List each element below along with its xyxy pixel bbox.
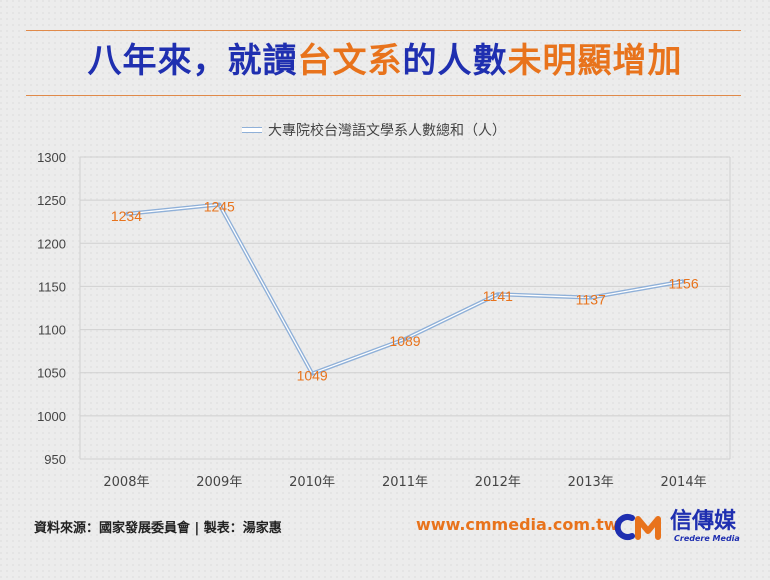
x-tick-label: 2010年	[289, 475, 335, 490]
legend-swatch	[242, 127, 262, 133]
title-part-1: 八年來，就讀	[87, 41, 298, 81]
y-tick-label: 1050	[37, 366, 66, 381]
y-tick-label: 1000	[37, 409, 66, 424]
logo-subtitle: Credere Media	[674, 534, 740, 543]
data-point	[124, 212, 128, 216]
y-tick-label: 1300	[37, 150, 66, 165]
data-label: 1234	[111, 208, 142, 224]
y-tick-label: 1100	[38, 323, 66, 338]
source-credit: 資料來源：國家發展委員會 | 製表：湯家惠	[34, 521, 282, 536]
bottom-divider	[26, 95, 741, 96]
x-tick-label: 2011年	[382, 475, 428, 490]
data-point	[682, 279, 686, 283]
x-tick-label: 2013年	[568, 475, 614, 490]
page-title: 八年來，就讀台文系的人數未明顯增加	[0, 38, 770, 84]
y-tick-label: 1250	[37, 193, 66, 208]
x-tick-label: 2008年	[103, 475, 149, 490]
y-axis-ticks: 950 1000 1050 1100 1150 1200 1250 1300	[37, 150, 66, 467]
data-label: 1089	[389, 333, 420, 349]
x-tick-label: 2012年	[475, 475, 521, 490]
y-tick-label: 1200	[37, 236, 66, 251]
website-link[interactable]: www.cmmedia.com.tw	[416, 515, 619, 534]
cm-logo-icon	[614, 514, 661, 540]
data-point	[589, 296, 593, 300]
top-divider	[26, 30, 741, 31]
data-point	[310, 372, 314, 376]
data-label: 1156	[669, 275, 699, 291]
gridlines	[79, 156, 731, 460]
data-label: 1137	[576, 292, 606, 308]
title-part-2: 台文系	[297, 41, 403, 81]
title-part-3: 的人數	[402, 41, 508, 81]
data-points	[124, 202, 686, 376]
x-tick-label: 2014年	[661, 475, 707, 490]
data-point	[496, 292, 500, 296]
data-label: 1245	[204, 198, 235, 214]
chart-legend: 大專院校台灣語文學系人數總和（人）	[242, 120, 506, 140]
brand-logo: 信傳媒 Credere Media	[610, 509, 750, 545]
x-tick-label: 2009年	[196, 475, 242, 490]
data-label: 1141	[483, 288, 513, 304]
y-tick-label: 1150	[38, 279, 66, 294]
legend-label: 大專院校台灣語文學系人數總和（人）	[268, 123, 506, 139]
data-label: 1049	[297, 368, 328, 384]
logo-name: 信傳媒	[670, 509, 737, 534]
data-point	[403, 337, 407, 341]
y-tick-label: 950	[44, 452, 66, 467]
x-axis-ticks: 2008年 2009年 2010年 2011年 2012年 2013年 2014年	[103, 475, 706, 490]
data-point	[217, 202, 221, 206]
data-labels: 1234 1245 1049 1089 1141 1137 1156	[111, 198, 699, 383]
title-part-4: 未明顯增加	[507, 41, 683, 81]
